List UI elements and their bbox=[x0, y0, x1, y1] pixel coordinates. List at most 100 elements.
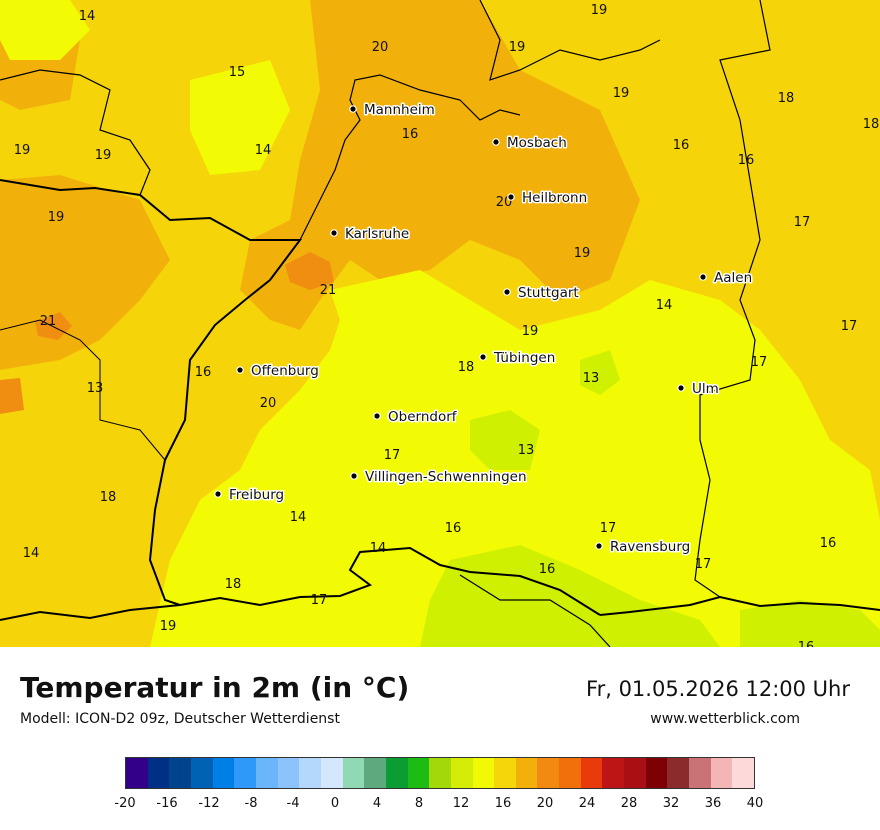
colorbar-tick-label: -16 bbox=[156, 796, 178, 811]
temperature-label: 14 bbox=[79, 9, 96, 24]
borders bbox=[0, 0, 880, 647]
colorbar-segment bbox=[689, 758, 711, 788]
colorbar-tick-label: -12 bbox=[198, 796, 220, 811]
colorbar-segment bbox=[212, 758, 235, 788]
city-label: Karlsruhe bbox=[345, 226, 409, 242]
temperature-label: 16 bbox=[673, 138, 690, 153]
temperature-label: 19 bbox=[14, 143, 31, 158]
city-t-bingen: Tübingen bbox=[479, 349, 557, 368]
city-freiburg: Freiburg bbox=[214, 486, 286, 505]
temperature-label: 18 bbox=[778, 91, 795, 106]
temperature-label: 14 bbox=[656, 298, 673, 313]
city-aalen: Aalen bbox=[699, 269, 754, 288]
colorbar-tick-label: -4 bbox=[286, 796, 300, 811]
city-label: Ravensburg bbox=[610, 539, 690, 555]
colorbar-tick-label: 4 bbox=[372, 796, 382, 811]
hot-spot-west bbox=[35, 312, 72, 340]
city-label: Stuttgart bbox=[518, 285, 579, 301]
temperature-label: 20 bbox=[372, 40, 389, 55]
hot-spot-edge bbox=[0, 378, 24, 414]
city-dot bbox=[349, 105, 357, 113]
city-dot bbox=[699, 273, 707, 281]
colorbar-segment bbox=[277, 758, 300, 788]
temperature-label: 16 bbox=[445, 521, 462, 536]
border-austria bbox=[599, 595, 880, 616]
city-label: Freiburg bbox=[229, 487, 284, 503]
colorbar-segment bbox=[537, 758, 560, 788]
colorbar-segment bbox=[342, 758, 365, 788]
colorbar-segment bbox=[320, 758, 343, 788]
city-dot bbox=[503, 288, 511, 296]
warm-zone-rhine-valley bbox=[240, 0, 640, 330]
temperature-label: 21 bbox=[40, 314, 57, 329]
city-stuttgart: Stuttgart bbox=[503, 284, 580, 303]
city-ulm: Ulm bbox=[677, 380, 720, 399]
city-mosbach: Mosbach bbox=[492, 134, 568, 153]
city-dot bbox=[236, 366, 244, 374]
colorbar-segment bbox=[494, 758, 516, 788]
temperature-label: 16 bbox=[738, 153, 755, 168]
city-ravensburg: Ravensburg bbox=[595, 538, 692, 557]
temperature-label: 13 bbox=[518, 443, 535, 458]
colorbar-segment bbox=[624, 758, 646, 788]
temperature-label: 20 bbox=[260, 396, 277, 411]
temperature-map: 14 19 20 19 15 19 18 18 16 19 19 14 16 16 20 19 17 19 21 14… bbox=[0, 0, 880, 647]
map-canvas: 14 19 20 19 15 19 18 18 16 19 19 14 16 16 20 19 17 19 21 14… bbox=[0, 0, 880, 647]
colorbar-segment bbox=[190, 758, 213, 788]
temperature-label: 13 bbox=[583, 371, 600, 386]
footer: Temperatur in 2m (in °C) Modell: ICON-D2… bbox=[0, 647, 880, 830]
city-label: Oberndorf bbox=[388, 409, 458, 425]
border-state-north bbox=[299, 74, 521, 241]
city-mannheim: Mannheim bbox=[349, 101, 436, 120]
city-oberndorf: Oberndorf bbox=[373, 408, 459, 427]
colorbar-tick-label: 36 bbox=[704, 796, 722, 811]
temperature-label: 13 bbox=[87, 381, 104, 396]
colorbar-segment bbox=[169, 758, 191, 788]
temperature-label: 17 bbox=[841, 319, 858, 334]
colorbar-tick-label: 20 bbox=[536, 796, 554, 811]
colorbar-segment bbox=[255, 758, 278, 788]
cool-zone-alb bbox=[470, 410, 540, 470]
colorbar-segment bbox=[234, 758, 256, 788]
city-label: Ulm bbox=[692, 381, 719, 397]
colorbar-segment bbox=[450, 758, 473, 788]
city-dot bbox=[373, 412, 381, 420]
temperature-label: 16 bbox=[402, 127, 419, 142]
temperature-label: 15 bbox=[229, 65, 246, 80]
temperature-label: 17 bbox=[695, 557, 712, 572]
temperature-label: 17 bbox=[600, 521, 617, 536]
colorbar-tick-label: 0 bbox=[330, 796, 340, 811]
colorbar-tick-label: 40 bbox=[746, 796, 764, 811]
colorbar-segment bbox=[385, 758, 408, 788]
temperature-label: 19 bbox=[160, 619, 177, 634]
colorbar-segment bbox=[147, 758, 170, 788]
city-label: Villingen-Schwenningen bbox=[365, 469, 527, 485]
border-alsace-internal bbox=[0, 319, 166, 461]
colorbar-segment bbox=[472, 758, 495, 788]
temperature-label: 19 bbox=[509, 40, 526, 55]
city-label: Mosbach bbox=[507, 135, 567, 151]
colorbar-segment bbox=[559, 758, 581, 788]
city-label: Tübingen bbox=[493, 350, 555, 366]
border-state-northwest bbox=[0, 69, 151, 196]
temperature-label: 19 bbox=[48, 210, 65, 225]
city-label: Heilbronn bbox=[522, 190, 587, 206]
colorbar-tick-label: 28 bbox=[620, 796, 638, 811]
website-link[interactable]: www.wetterblick.com bbox=[650, 711, 800, 727]
colorbar-segment bbox=[580, 758, 603, 788]
temperature-label: 18 bbox=[458, 360, 475, 375]
temperature-label: 19 bbox=[591, 3, 608, 18]
colorbar-tick-label: -8 bbox=[244, 796, 258, 811]
mild-zone-alb bbox=[560, 310, 720, 440]
city-offenburg: Offenburg bbox=[236, 362, 320, 381]
city-label: Mannheim bbox=[364, 102, 435, 118]
mild-zone-northwest bbox=[0, 0, 90, 60]
city-dot bbox=[214, 490, 222, 498]
temperature-label: 17 bbox=[794, 215, 811, 230]
border-lake-constance bbox=[459, 574, 611, 647]
city-heilbronn: Heilbronn bbox=[507, 189, 589, 208]
temperature-labels: 14 19 20 19 15 19 18 18 16 19 19 14 16 16 20 19 17 19 21 14… bbox=[14, 3, 880, 647]
city-dot bbox=[595, 542, 603, 550]
city-dot bbox=[330, 229, 338, 237]
page-title: Temperatur in 2m (in °C) bbox=[20, 671, 410, 704]
